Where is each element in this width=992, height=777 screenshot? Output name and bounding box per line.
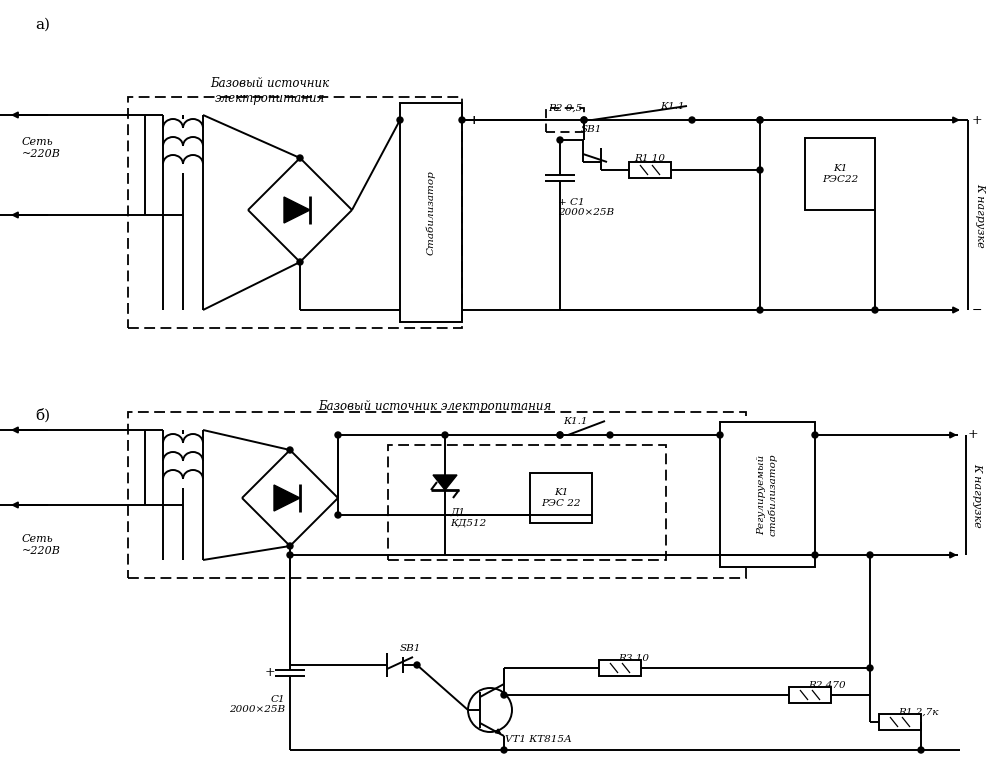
Circle shape — [335, 512, 341, 518]
Circle shape — [297, 259, 303, 265]
Circle shape — [581, 117, 587, 123]
Bar — [388, 445, 666, 560]
Circle shape — [557, 137, 563, 143]
Text: K1
РЭС22: K1 РЭС22 — [822, 164, 858, 183]
Text: VT1 КТ815А: VT1 КТ815А — [505, 735, 571, 744]
Circle shape — [867, 665, 873, 671]
Text: Базовый источник электропитания: Базовый источник электропитания — [318, 400, 552, 413]
Text: Стабилизатор: Стабилизатор — [427, 170, 435, 255]
Polygon shape — [433, 475, 457, 490]
Bar — [879, 714, 921, 730]
Circle shape — [757, 307, 763, 313]
Text: SB1: SB1 — [400, 644, 422, 653]
Text: Базовый источник
электропитания: Базовый источник электропитания — [210, 77, 329, 105]
Circle shape — [459, 117, 465, 123]
Bar — [789, 687, 831, 703]
Text: Сеть
~220В: Сеть ~220В — [22, 535, 61, 556]
Circle shape — [335, 432, 341, 438]
Text: б): б) — [35, 408, 51, 423]
Text: К1.1: К1.1 — [562, 417, 587, 426]
Circle shape — [689, 117, 695, 123]
Text: +: + — [968, 428, 979, 441]
Text: +: + — [469, 113, 479, 127]
Text: −: − — [972, 304, 982, 316]
Text: R2 470: R2 470 — [808, 681, 845, 690]
Circle shape — [757, 117, 763, 123]
Circle shape — [872, 307, 878, 313]
Circle shape — [717, 432, 723, 438]
Circle shape — [297, 155, 303, 161]
Polygon shape — [274, 485, 300, 511]
Text: +: + — [972, 113, 983, 127]
Circle shape — [414, 662, 420, 668]
Text: Сеть
~220В: Сеть ~220В — [22, 138, 61, 159]
Bar — [629, 162, 671, 178]
Text: R1 10: R1 10 — [635, 154, 666, 163]
Bar — [546, 108, 584, 132]
Text: K1
РЭС 22: K1 РЭС 22 — [542, 488, 580, 507]
Circle shape — [918, 747, 924, 753]
Bar — [128, 97, 462, 328]
Bar — [720, 422, 815, 567]
Circle shape — [757, 117, 763, 123]
Circle shape — [812, 432, 818, 438]
Text: C1
2000×25В: C1 2000×25В — [229, 695, 285, 714]
Circle shape — [287, 447, 293, 453]
Text: R3 10: R3 10 — [618, 654, 649, 663]
Circle shape — [442, 432, 448, 438]
Circle shape — [581, 117, 587, 123]
Polygon shape — [284, 197, 310, 223]
Circle shape — [287, 552, 293, 558]
Circle shape — [607, 432, 613, 438]
Circle shape — [501, 692, 507, 698]
Text: R2 0,5: R2 0,5 — [548, 104, 582, 113]
Text: а): а) — [35, 18, 50, 32]
Text: К нагрузке: К нагрузке — [975, 183, 985, 247]
Text: К нагрузке: К нагрузке — [972, 462, 982, 528]
Circle shape — [557, 432, 563, 438]
Text: К1.1: К1.1 — [660, 102, 684, 111]
Text: +: + — [265, 667, 276, 680]
Circle shape — [397, 117, 403, 123]
Circle shape — [867, 552, 873, 558]
Text: Регулируемый
стабилизатор: Регулируемый стабилизатор — [758, 453, 778, 536]
Circle shape — [557, 432, 563, 438]
Bar — [599, 660, 641, 676]
Circle shape — [501, 747, 507, 753]
Text: R1 2,7к: R1 2,7к — [898, 708, 938, 717]
Circle shape — [812, 552, 818, 558]
Bar — [400, 103, 462, 322]
Bar — [530, 473, 592, 523]
Circle shape — [757, 167, 763, 173]
Circle shape — [287, 543, 293, 549]
Bar — [128, 412, 746, 578]
Text: + C1
2000×25В: + C1 2000×25В — [558, 198, 614, 218]
Bar — [805, 138, 875, 210]
Text: SB1: SB1 — [580, 125, 602, 134]
Text: Д1
КД512: Д1 КД512 — [450, 508, 486, 528]
